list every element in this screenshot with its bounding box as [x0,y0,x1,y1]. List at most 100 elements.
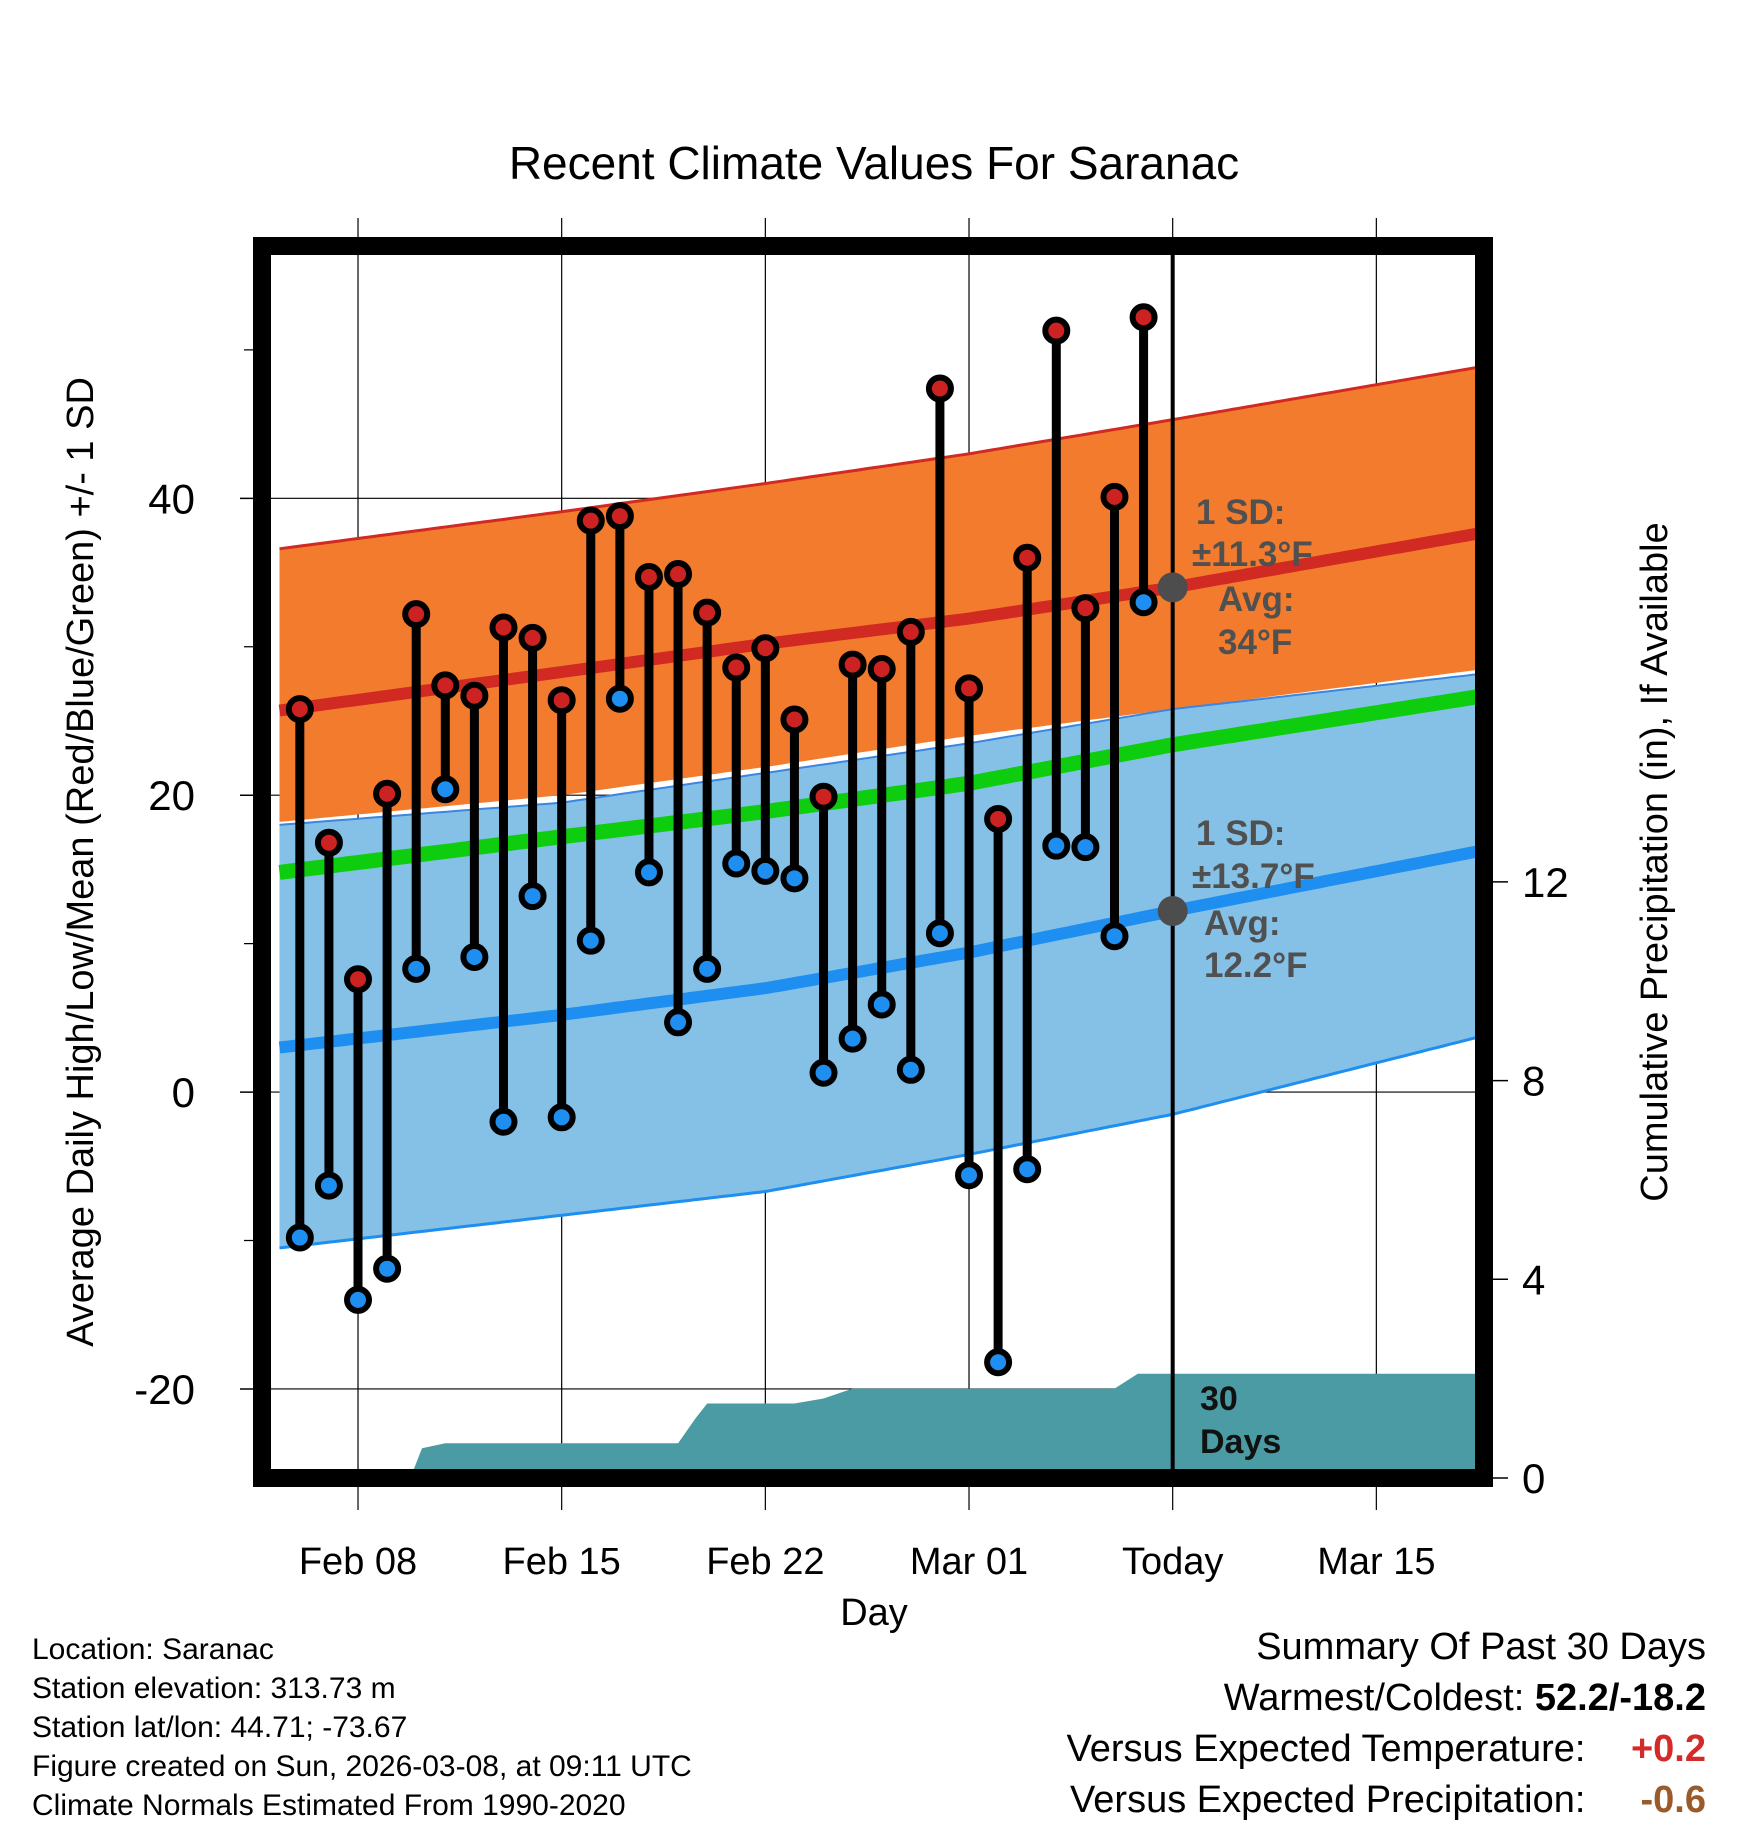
daily-high-point [925,374,954,403]
daily-high-point [314,828,343,857]
daily-low-points [285,588,1158,1377]
daily-low-point [955,1161,984,1190]
daily-high-point [634,563,663,592]
low-sd-lower-line [279,1035,1480,1250]
low-sd-value: ±13.7°F [1192,857,1315,896]
daily-low-point [431,775,460,804]
daily-high-point [344,965,373,994]
precip-row: Versus Expected Precipitation: -0.6 [1067,1775,1706,1826]
low-sd-label: 1 SD: [1196,814,1285,853]
daily-high-point [1100,482,1129,511]
temp-value: +0.2 [1630,1728,1706,1770]
daily-low-point [751,856,780,885]
daily-high-point [373,779,402,808]
latlon-text: Station lat/lon: 44.71; -73.67 [32,1711,408,1744]
daily-high-point [285,695,314,724]
low-average-marker [1157,895,1188,926]
precip-value: -0.6 [1640,1779,1706,1821]
warm-cold-label: Warmest/Coldest: [1223,1677,1525,1719]
daily-low-point [838,1024,867,1053]
y-right-tick-label: 8 [1522,1058,1545,1105]
daily-high-point [518,623,547,652]
daily-high-point [1013,543,1042,572]
high-sd-value: ±11.3°F [1192,535,1313,574]
x-tick-label: Feb 22 [706,1541,824,1583]
x-axis-label: Day [840,1592,908,1634]
elevation-text: Station elevation: 313.73 m [32,1672,396,1705]
daily-low-point [896,1055,925,1084]
period-number: 30 [1200,1380,1238,1418]
plot-frame [253,237,1493,1487]
daily-high-point [1042,316,1071,345]
daily-low-point [547,1103,576,1132]
high-sd-label: 1 SD: [1196,493,1285,532]
daily-high-point [431,671,460,700]
x-axis: Feb 08 Feb 15 Feb 22 Mar 01 Today Mar 15 [299,1541,1436,1583]
daily-low-point [460,942,489,971]
daily-high-point [751,634,780,663]
daily-high-point [722,653,751,682]
daily-high-point [460,681,489,710]
low-avg-label: Avg: [1204,904,1280,943]
high-average-marker [1157,572,1188,603]
daily-high-point [809,782,838,811]
daily-low-point [285,1223,314,1252]
daily-high-point [1071,594,1100,623]
daily-range-bars [295,317,1149,1363]
y-right-tick-label: 0 [1522,1455,1545,1502]
daily-low-point [693,954,722,983]
daily-high-point [576,506,605,535]
y-tick-label: 0 [172,1069,195,1116]
x-tick-label: Mar 15 [1317,1541,1435,1583]
daily-low-point [605,684,634,713]
high-sd-upper-line [279,365,1480,551]
daily-high-point [1129,303,1158,332]
daily-low-point [576,926,605,955]
high-avg-value: 34°F [1218,623,1292,662]
y-axis-label: Average Daily High/Low/Mean (Red/Blue/Gr… [60,377,102,1347]
normals-text: Climate Normals Estimated From 1990-2020 [32,1789,626,1822]
daily-high-point [664,560,693,589]
daily-low-point [518,882,547,911]
daily-low-point [925,919,954,948]
daily-low-point [344,1285,373,1314]
high-annotation: 1 SD: ±11.3°F Avg: 34°F [1192,493,1313,662]
created-text: Figure created on Sun, 2026-03-08, at 09… [32,1750,692,1783]
location-text: Location: Saranac [32,1633,274,1666]
daily-high-point [838,650,867,679]
low-avg-value: 12.2°F [1204,946,1308,985]
daily-low-point [780,864,809,893]
daily-high-point [402,600,431,629]
period-unit: Days [1200,1423,1281,1461]
summary-title: Summary Of Past 30 Days [1256,1626,1706,1668]
daily-high-point [867,655,896,684]
x-tick-label: Mar 01 [910,1541,1028,1583]
daily-low-point [722,849,751,878]
daily-low-point [373,1254,402,1283]
daily-high-points [285,303,1158,994]
y-right-tick-label: 4 [1522,1256,1545,1303]
daily-low-point [1071,833,1100,862]
left-axis: -20 0 20 40 [134,349,262,1413]
temp-label: Versus Expected Temperature: [1066,1728,1586,1770]
temp-row: Versus Expected Temperature: +0.2 [1067,1724,1706,1775]
precipitation-area [320,1373,1484,1478]
x-tick-label: Feb 15 [503,1541,621,1583]
daily-low-point [867,990,896,1019]
daily-low-point [1013,1155,1042,1184]
x-tick-label: Feb 08 [299,1541,417,1583]
x-tick-label: Today [1122,1541,1223,1583]
daily-low-point [1100,922,1129,951]
daily-low-point [634,858,663,887]
daily-high-point [896,617,925,646]
daily-low-point [984,1348,1013,1377]
y-tick-label: 20 [148,772,195,819]
y-tick-label: -20 [134,1366,195,1413]
y-right-tick-label: 12 [1522,859,1569,906]
warm-cold-value: 52.2/-18.2 [1534,1677,1706,1719]
precip-label: Versus Expected Precipitation: [1070,1779,1586,1821]
daily-high-point [780,705,809,734]
daily-low-point [402,954,431,983]
chart-title: Recent Climate Values For Saranac [509,137,1239,189]
